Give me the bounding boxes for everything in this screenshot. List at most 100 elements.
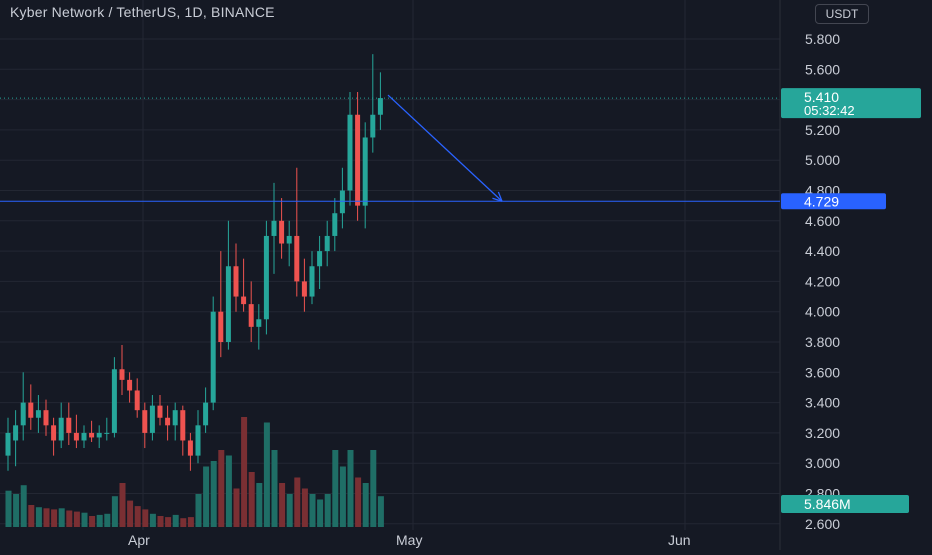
volume-bar: [271, 450, 278, 527]
arrow-head: [497, 191, 503, 202]
volume-bars: [5, 417, 384, 527]
volume-badge: [781, 495, 909, 513]
volume-bar: [233, 488, 240, 527]
volume-bar: [142, 509, 149, 527]
volume-bar: [35, 507, 42, 527]
candle-body: [271, 220, 277, 236]
candle-body: [20, 402, 26, 426]
volume-bar: [332, 450, 339, 527]
volume-bar: [43, 508, 50, 527]
level-price-label: 4.729: [804, 193, 839, 209]
volume-bar: [180, 518, 187, 527]
volume-bar: [301, 488, 308, 527]
volume-bar: [218, 450, 225, 527]
price-tick-label: 5.200: [805, 122, 840, 138]
candle-body: [187, 440, 193, 456]
candle-body: [28, 402, 34, 418]
price-tick-label: 2.600: [805, 516, 840, 532]
volume-bar: [195, 494, 202, 527]
volume-bar: [20, 485, 27, 527]
volume-bar: [241, 417, 248, 527]
volume-bar: [119, 483, 126, 527]
price-tick-label: 4.000: [805, 304, 840, 320]
volume-bar: [324, 494, 331, 527]
candle-body: [172, 410, 178, 426]
candle-body: [317, 251, 323, 267]
volume-bar: [66, 510, 73, 527]
price-axis[interactable]: 5.8005.6005.4005.2005.0004.8004.6004.400…: [805, 1, 840, 532]
volume-bar: [58, 508, 65, 527]
price-tick-label: 3.400: [805, 395, 840, 411]
volume-bar: [203, 466, 210, 527]
volume-bar: [104, 513, 111, 527]
candle-body: [134, 390, 140, 411]
overlays: [0, 94, 780, 202]
volume-bar: [157, 516, 164, 527]
currency-button[interactable]: USDT: [815, 4, 869, 24]
time-axis[interactable]: Apr May Jun: [128, 532, 691, 548]
volume-bar: [96, 514, 103, 527]
arrow-line: [387, 94, 503, 202]
volume-bar: [172, 514, 179, 527]
candle-body: [58, 417, 64, 441]
candle-body: [279, 220, 285, 244]
volume-bar: [149, 513, 156, 527]
candle-body: [127, 379, 133, 391]
volume-bar: [127, 500, 134, 527]
time-tick-label: Jun: [668, 532, 691, 548]
candle-body: [210, 311, 216, 403]
candles: [5, 54, 383, 471]
price-tick-label: 5.800: [805, 31, 840, 47]
candle-body: [142, 410, 148, 433]
candle-body: [66, 417, 72, 433]
countdown-label: 05:32:42: [804, 103, 855, 118]
level-badge: [781, 193, 886, 210]
candle-body: [225, 266, 231, 342]
candle-body: [157, 405, 163, 418]
volume-bar: [89, 516, 96, 527]
grid: [0, 0, 781, 550]
candle-body: [111, 369, 117, 433]
candle-body: [263, 235, 269, 320]
price-tick-label: 4.200: [805, 273, 840, 289]
volume-bar: [377, 496, 384, 527]
candle-body: [241, 296, 247, 305]
candle-body: [165, 417, 171, 426]
volume-bar: [225, 455, 232, 527]
candle-body: [324, 235, 330, 252]
volume-bar: [210, 461, 217, 527]
candle-body: [195, 425, 201, 456]
price-tick-label: 5.600: [805, 61, 840, 77]
volume-bar: [73, 511, 80, 527]
price-tick-label: 3.000: [805, 455, 840, 471]
candle-body: [35, 410, 41, 418]
candle-body: [233, 266, 239, 297]
candle-body: [218, 311, 224, 342]
volume-bar: [309, 494, 316, 527]
volume-bar: [294, 477, 301, 527]
volume-bar: [248, 472, 255, 527]
volume-bar: [5, 490, 12, 527]
candle-body: [96, 432, 102, 438]
candle-body: [332, 213, 338, 236]
candle-body: [119, 369, 125, 380]
candle-body: [355, 114, 361, 206]
candle-body: [362, 137, 368, 206]
candle-body: [149, 405, 155, 433]
volume-bar: [279, 483, 286, 527]
candle-body: [339, 190, 345, 214]
candle-body: [294, 235, 300, 282]
volume-bar: [165, 517, 172, 527]
candle-body: [309, 266, 315, 297]
candle-body: [180, 410, 186, 441]
volume-bar: [347, 450, 354, 527]
candle-body: [370, 114, 376, 138]
candle-body: [286, 235, 292, 244]
volume-bar: [355, 477, 362, 527]
volume-bar: [339, 466, 346, 527]
candle-body: [13, 425, 19, 441]
candle-body: [43, 410, 49, 426]
